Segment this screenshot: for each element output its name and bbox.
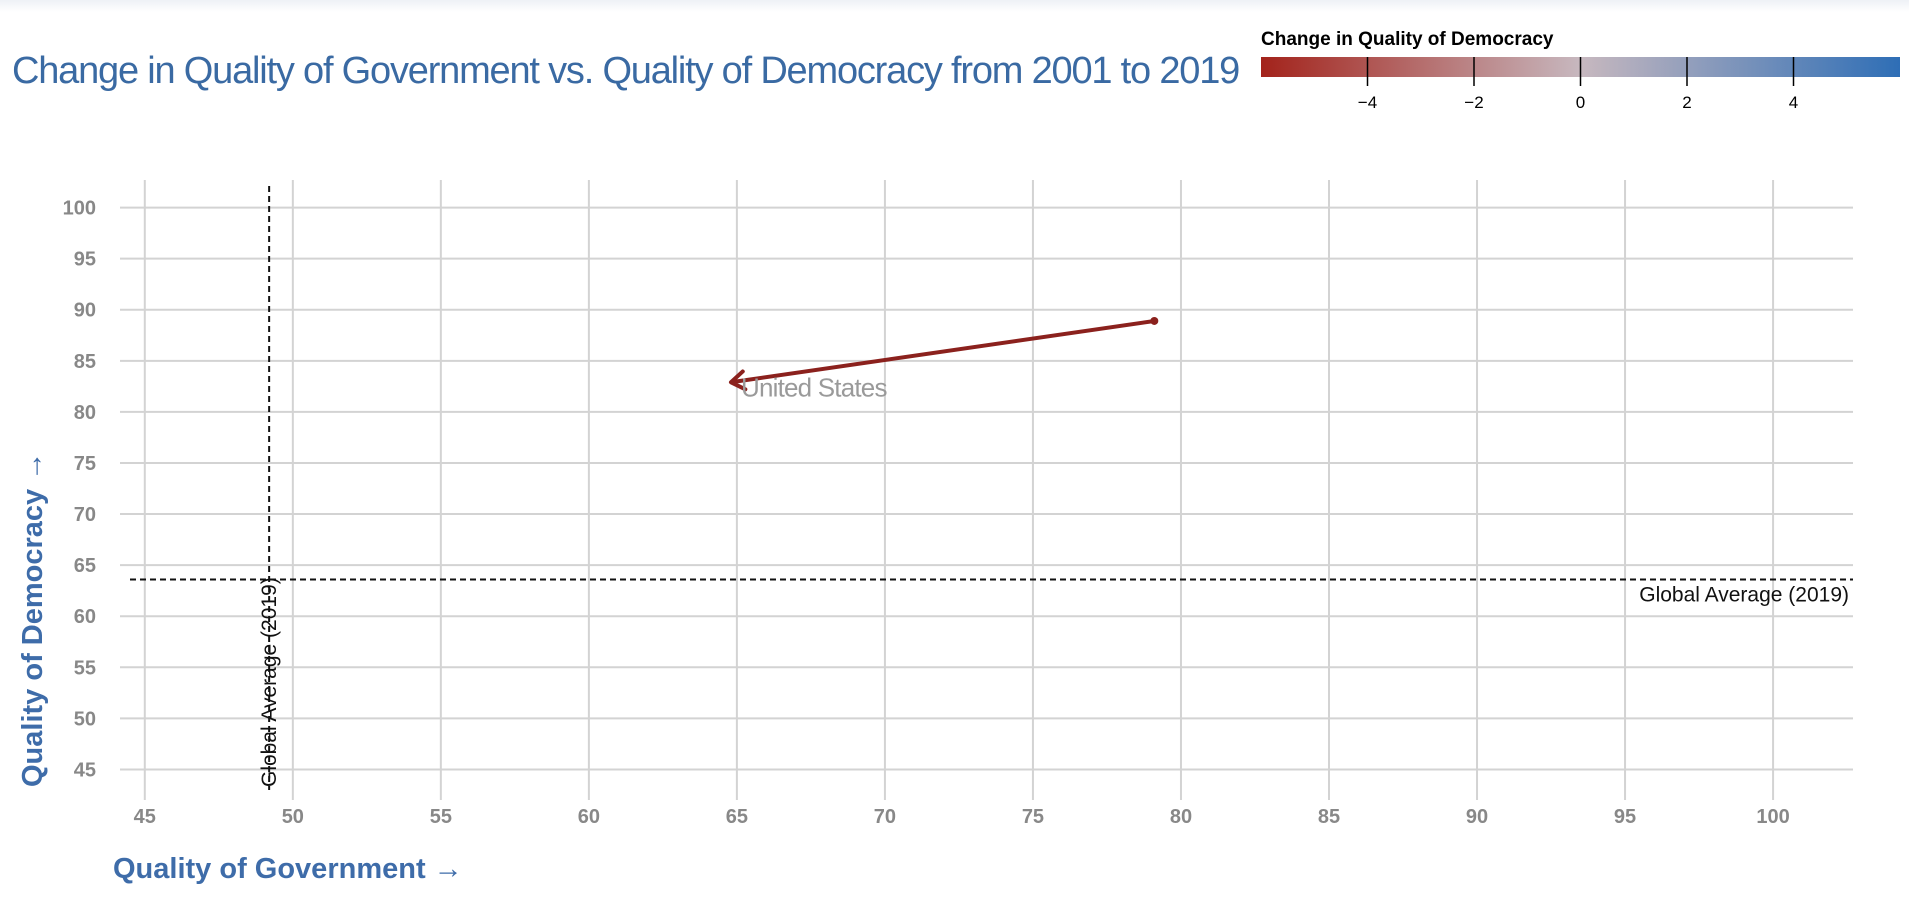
y-tick-label: 75 [74, 453, 96, 475]
legend-title: Change in Quality of Democracy [1261, 29, 1554, 50]
series-arrow-head [728, 369, 748, 392]
y-tick-label: 50 [74, 708, 96, 730]
x-tick-label: 90 [1466, 806, 1488, 828]
x-tick-label: 50 [282, 806, 304, 828]
x-tick-label: 70 [874, 806, 896, 828]
x-tick-label: 95 [1614, 806, 1636, 828]
x-axis: 45 50 55 60 65 70 75 80 85 90 95 100 [134, 806, 1790, 828]
y-tick-label: 70 [74, 504, 96, 526]
series-start-point [1150, 316, 1159, 325]
legend-tick-label: 2 [1682, 93, 1691, 112]
horizontal-average-label: Global Average (2019) [1639, 583, 1849, 606]
x-tick-label: 75 [1022, 806, 1044, 828]
vertical-average-label: Global Average (2019) [258, 577, 281, 787]
x-tick-label: 60 [578, 806, 600, 828]
legend-tick-label: −4 [1358, 93, 1377, 112]
y-tick-label: 90 [74, 300, 96, 322]
x-tick-label: 55 [430, 806, 452, 828]
color-legend: Change in Quality of Democracy −4 −2 0 2 4 [1261, 29, 1900, 112]
x-tick-label: 45 [134, 806, 156, 828]
y-tick-label: 100 [63, 198, 96, 220]
y-axis-title: Quality of Democracy → [17, 452, 49, 787]
y-tick-label: 80 [74, 402, 96, 424]
x-tick-label: 85 [1318, 806, 1340, 828]
series-arrow-line [730, 319, 1155, 385]
x-tick-label: 100 [1756, 806, 1789, 828]
reference-lines: Global Average (2019) Global Average (201… [130, 186, 1853, 790]
legend-tick-label: 4 [1789, 93, 1798, 112]
grid-layer [120, 180, 1853, 800]
chart-title: Change in Quality of Government vs. Qual… [12, 50, 1240, 92]
y-tick-label: 95 [74, 249, 96, 271]
x-axis-title: Quality of Government → [113, 853, 463, 885]
y-tick-label: 85 [74, 351, 96, 373]
series-layer: United States [728, 316, 1159, 402]
series-label: United States [741, 372, 887, 402]
legend-ticks: −4 −2 0 2 4 [1358, 57, 1798, 112]
x-tick-label: 80 [1170, 806, 1192, 828]
y-tick-label: 55 [74, 657, 96, 679]
top-fade [0, 0, 1909, 12]
x-tick-label: 65 [726, 806, 748, 828]
y-tick-label: 45 [74, 759, 96, 781]
legend-tick-label: 0 [1576, 93, 1585, 112]
y-tick-label: 60 [74, 606, 96, 628]
y-axis: 45 50 55 60 65 70 75 80 85 90 95 100 [63, 198, 96, 782]
legend-tick-label: −2 [1464, 93, 1483, 112]
y-tick-label: 65 [74, 555, 96, 577]
